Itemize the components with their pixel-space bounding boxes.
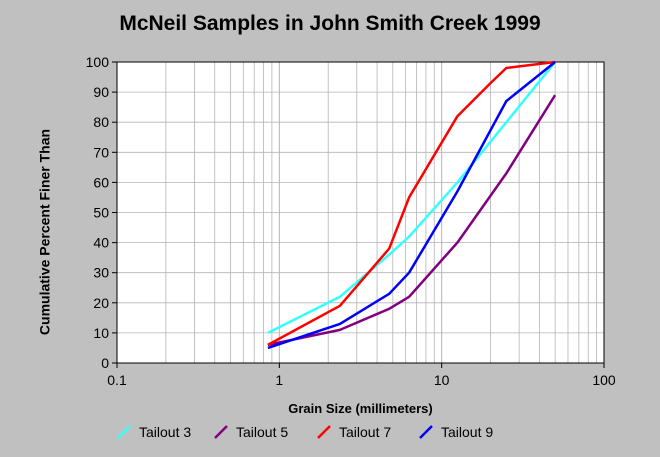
series-layer <box>267 60 557 350</box>
series-line-1 <box>267 61 557 335</box>
x-tick-label: 100 <box>592 372 616 388</box>
legend-swatch-2 <box>214 425 228 439</box>
y-tick-label: 30 <box>93 265 109 281</box>
y-tick-label: 0 <box>101 355 109 371</box>
series-line-4 <box>267 61 556 350</box>
legend: Tailout 3 Tailout 5 Tailout 7 Tailout 9 <box>117 424 493 440</box>
legend-swatch-3 <box>317 425 331 439</box>
chart-title: McNeil Samples in John Smith Creek 1999 <box>119 12 541 35</box>
y-tick-label: 70 <box>93 144 109 160</box>
y-tick-label: 60 <box>93 174 109 190</box>
series-line-2 <box>267 94 557 347</box>
y-tick-label: 20 <box>93 295 109 311</box>
x-axis-label: Grain Size (millimeters) <box>288 401 433 416</box>
y-tick-label: 100 <box>86 54 110 70</box>
y-tick-label: 50 <box>93 205 109 221</box>
y-tick-label: 40 <box>93 235 109 251</box>
y-tick-label: 90 <box>93 84 109 100</box>
x-tick-label: 10 <box>434 372 450 388</box>
legend-label-3: Tailout 7 <box>339 424 391 440</box>
grid <box>116 61 604 364</box>
x-tick-label: 0.1 <box>107 372 127 388</box>
y-tick-label: 80 <box>93 114 109 130</box>
legend-label-4: Tailout 9 <box>441 424 493 440</box>
legend-swatch-1 <box>117 425 131 439</box>
legend-swatch-4 <box>419 425 433 439</box>
x-tick-label: 1 <box>275 372 283 388</box>
axes: 0 10 20 30 40 50 60 70 80 90 100 0.1 1 10 100 <box>86 54 616 388</box>
series-line-3 <box>267 60 556 346</box>
legend-label-2: Tailout 5 <box>236 424 288 440</box>
y-tick-label: 10 <box>93 325 109 341</box>
legend-label-1: Tailout 3 <box>139 424 191 440</box>
